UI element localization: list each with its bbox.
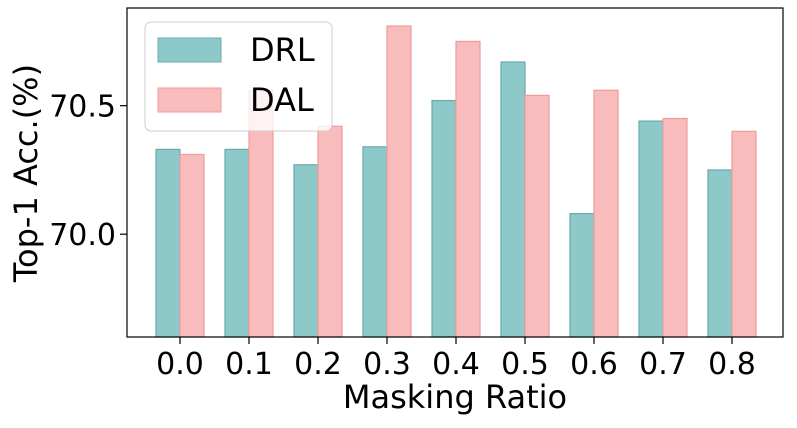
legend-swatch-dal xyxy=(157,87,222,113)
bar-drl-0.7 xyxy=(638,120,664,338)
bar-drl-0.2 xyxy=(293,164,319,338)
legend-label-dal: DAL xyxy=(250,81,314,119)
bar-drl-0.8 xyxy=(707,169,733,338)
y-axis: 70.0 70.5 xyxy=(49,90,127,253)
bar-drl-0.3 xyxy=(362,146,388,338)
legend-label-drl: DRL xyxy=(250,31,315,69)
bars-group xyxy=(155,25,757,338)
bar-drl-0.5 xyxy=(500,61,526,338)
x-axis: 0.0 0.1 0.2 0.3 0.4 0.5 0.6 0.7 0.8 xyxy=(156,337,756,382)
y-axis-label: Top-1 Acc.(%) xyxy=(7,64,45,283)
x-tick-label: 0.4 xyxy=(432,347,480,382)
legend: DRL DAL xyxy=(144,21,333,132)
bar-dal-0.6 xyxy=(593,89,619,338)
plot-frame xyxy=(126,7,784,338)
bar-drl-0.1 xyxy=(224,148,250,338)
bar-drl-0.6 xyxy=(569,213,595,338)
x-tick-label: 0.8 xyxy=(708,347,756,382)
x-tick-label: 0.2 xyxy=(294,347,342,382)
x-tick-label: 0.0 xyxy=(156,347,204,382)
bar-dal-0.7 xyxy=(662,117,688,338)
bar-dal-0.3 xyxy=(386,25,412,338)
x-tick-label: 0.6 xyxy=(570,347,618,382)
bar-dal-0.4 xyxy=(455,40,481,338)
bar-dal-0.2 xyxy=(317,125,343,338)
bar-dal-0.5 xyxy=(524,94,550,338)
bar-drl-0.0 xyxy=(155,148,181,338)
legend-swatch-drl xyxy=(157,37,222,63)
y-tick-label: 70.0 xyxy=(49,218,116,253)
bar-dal-0.0 xyxy=(179,153,205,338)
x-tick-label: 0.1 xyxy=(225,347,273,382)
bar-drl-0.4 xyxy=(431,99,457,338)
x-tick-label: 0.3 xyxy=(363,347,411,382)
x-tick-label: 0.7 xyxy=(639,347,687,382)
x-tick-label: 0.5 xyxy=(501,347,549,382)
y-tick-label: 70.5 xyxy=(49,90,116,125)
bar-dal-0.8 xyxy=(731,130,757,338)
x-axis-label: Masking Ratio xyxy=(343,378,567,416)
